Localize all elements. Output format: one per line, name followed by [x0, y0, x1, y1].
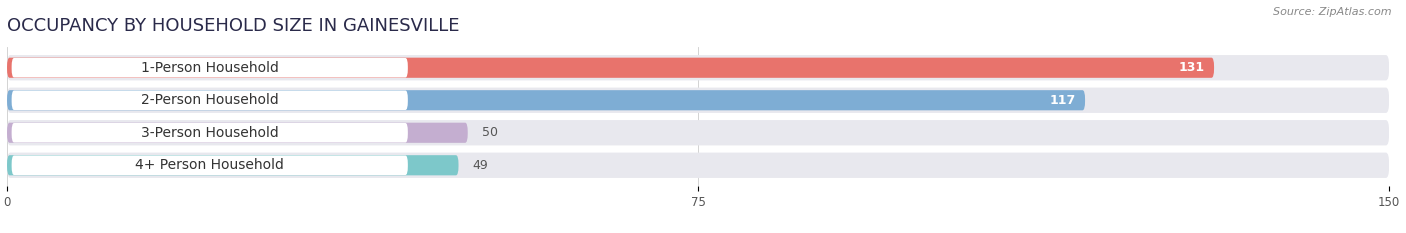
FancyBboxPatch shape [7, 55, 1389, 80]
FancyBboxPatch shape [11, 90, 408, 110]
Text: 1-Person Household: 1-Person Household [141, 61, 278, 75]
FancyBboxPatch shape [7, 90, 1085, 110]
Text: 4+ Person Household: 4+ Person Household [135, 158, 284, 172]
FancyBboxPatch shape [11, 155, 408, 175]
FancyBboxPatch shape [11, 58, 408, 78]
FancyBboxPatch shape [7, 123, 468, 143]
Text: 131: 131 [1178, 61, 1205, 74]
Text: 3-Person Household: 3-Person Household [141, 126, 278, 140]
FancyBboxPatch shape [7, 58, 1213, 78]
Text: 2-Person Household: 2-Person Household [141, 93, 278, 107]
FancyBboxPatch shape [7, 153, 1389, 178]
Text: 117: 117 [1050, 94, 1076, 107]
Text: Source: ZipAtlas.com: Source: ZipAtlas.com [1274, 7, 1392, 17]
Text: 50: 50 [481, 126, 498, 139]
FancyBboxPatch shape [7, 155, 458, 175]
Text: 49: 49 [472, 159, 488, 172]
FancyBboxPatch shape [11, 123, 408, 143]
Text: OCCUPANCY BY HOUSEHOLD SIZE IN GAINESVILLE: OCCUPANCY BY HOUSEHOLD SIZE IN GAINESVIL… [7, 17, 460, 35]
FancyBboxPatch shape [7, 120, 1389, 145]
FancyBboxPatch shape [7, 88, 1389, 113]
